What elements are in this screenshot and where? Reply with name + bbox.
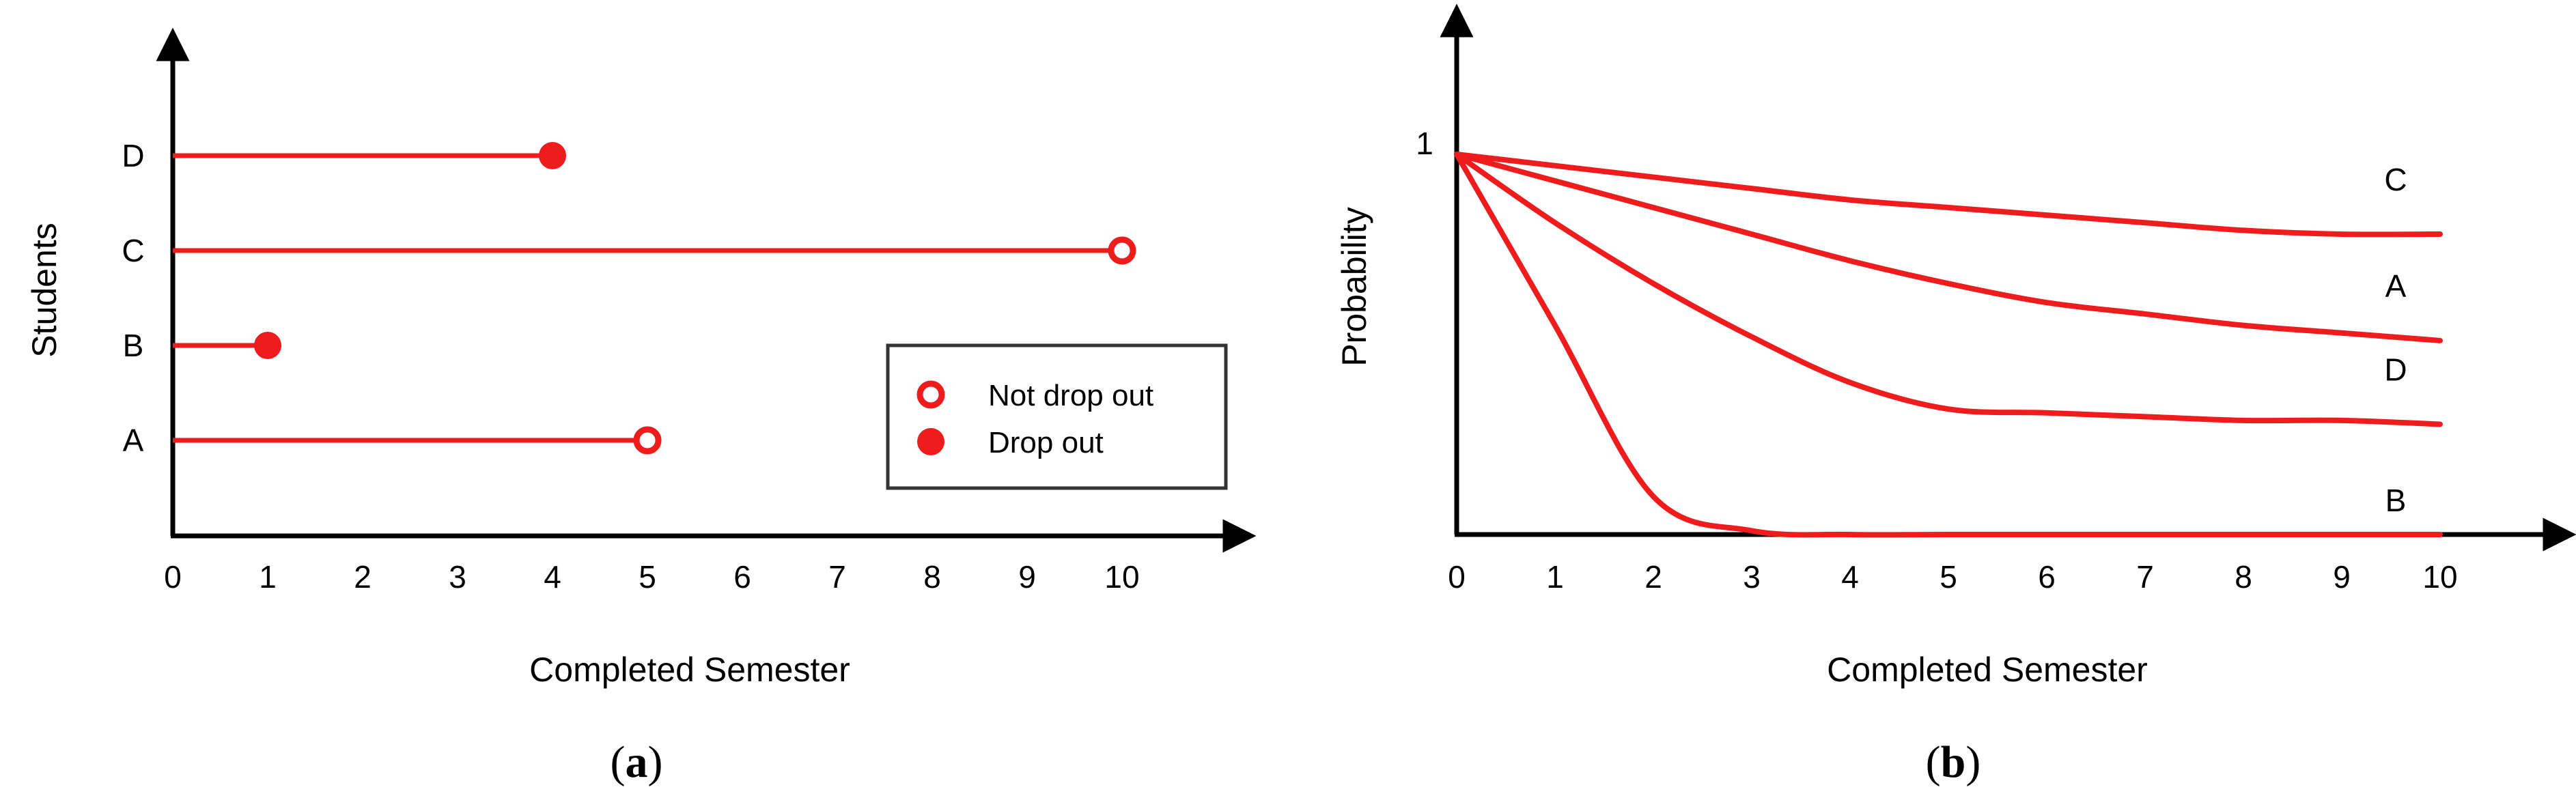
panel-a-x-tick: 4 <box>544 559 561 595</box>
dropout-marker-b <box>254 332 281 359</box>
dropout-marker-d <box>539 142 566 169</box>
panel-a-x-tick: 3 <box>449 559 466 595</box>
panel-b-x-tick: 2 <box>1644 559 1662 595</box>
panel-b-y-tick-1: 1 <box>1416 126 1433 161</box>
panel-b-caption: (b) <box>1926 737 1981 787</box>
legend-label-not-drop-out: Not drop out <box>988 379 1153 412</box>
series-line-b <box>1454 152 2443 538</box>
panel-b-x-tick: 8 <box>2235 559 2252 595</box>
panel-b-x-tick: 3 <box>1743 559 1761 595</box>
panel-a: 0 1 2 3 4 5 6 7 8 9 10 A B C D Completed Semester Stu… <box>25 27 1257 787</box>
not-dropout-marker-c <box>1108 236 1136 265</box>
series-line-a <box>1454 152 2443 343</box>
panel-a-caption: (a) <box>611 737 663 787</box>
panel-b-series-lines <box>1454 152 2443 538</box>
panel-b-x-tick: 6 <box>2038 559 2056 595</box>
legend-box <box>886 343 1228 490</box>
panel-b-y-axis-label: Probability <box>1335 207 1373 366</box>
series-line-c <box>1454 152 2443 238</box>
series-label-d: D <box>2384 352 2407 387</box>
panel-b: 1 0 1 2 3 4 5 6 7 8 9 10 C A D B Completed Semester P… <box>1335 3 2576 787</box>
panel-a-x-tick: 9 <box>1018 559 1036 595</box>
panel-b-x-tick: 5 <box>1940 559 1957 595</box>
panel-a-x-tick: 10 <box>1104 559 1139 595</box>
panel-b-x-axis-label: Completed Semester <box>1827 651 2148 689</box>
panel-a-y-category-d: D <box>122 138 144 173</box>
panel-b-x-tick: 7 <box>2136 559 2154 595</box>
legend-marker-drop-out <box>917 428 944 455</box>
panel-b-x-tick: 9 <box>2333 559 2351 595</box>
panel-a-y-category-b: B <box>123 328 144 363</box>
panel-a-student-segments <box>173 142 1136 455</box>
panel-b-x-tick: 10 <box>2422 559 2457 595</box>
series-label-a: A <box>2385 268 2407 304</box>
panel-b-x-tick: 1 <box>1546 559 1564 595</box>
panel-a-x-tick-labels: 0 1 2 3 4 5 6 7 8 9 10 <box>164 559 1139 595</box>
panel-a-x-tick: 5 <box>639 559 656 595</box>
panel-a-y-category-c: C <box>122 233 144 268</box>
panel-a-y-axis-label: Students <box>25 223 64 357</box>
panel-b-x-tick: 4 <box>1841 559 1859 595</box>
panel-b-series-labels: C A D B <box>2384 162 2407 518</box>
series-label-b: B <box>2385 483 2407 518</box>
series-line-d <box>1454 152 2443 427</box>
panel-a-x-tick: 8 <box>923 559 941 595</box>
not-dropout-marker-a <box>633 426 662 455</box>
panel-a-y-category-a: A <box>123 423 144 458</box>
legend-label-drop-out: Drop out <box>988 426 1104 459</box>
series-label-c: C <box>2384 162 2407 197</box>
panel-a-x-tick: 6 <box>733 559 751 595</box>
panel-a-x-tick: 2 <box>354 559 372 595</box>
panel-a-x-axis-label: Completed Semester <box>529 651 850 689</box>
panel-a-x-tick: 0 <box>164 559 182 595</box>
panel-a-y-category-labels: A B C D <box>122 138 144 458</box>
panel-a-x-tick: 1 <box>259 559 277 595</box>
panel-a-x-tick: 7 <box>828 559 846 595</box>
legend-marker-not-drop-out <box>916 380 945 409</box>
panel-b-x-tick-labels: 0 1 2 3 4 5 6 7 8 9 10 <box>1448 559 2457 595</box>
panel-b-x-tick: 0 <box>1448 559 1466 595</box>
panel-a-legend: Not drop out Drop out <box>886 343 1228 490</box>
